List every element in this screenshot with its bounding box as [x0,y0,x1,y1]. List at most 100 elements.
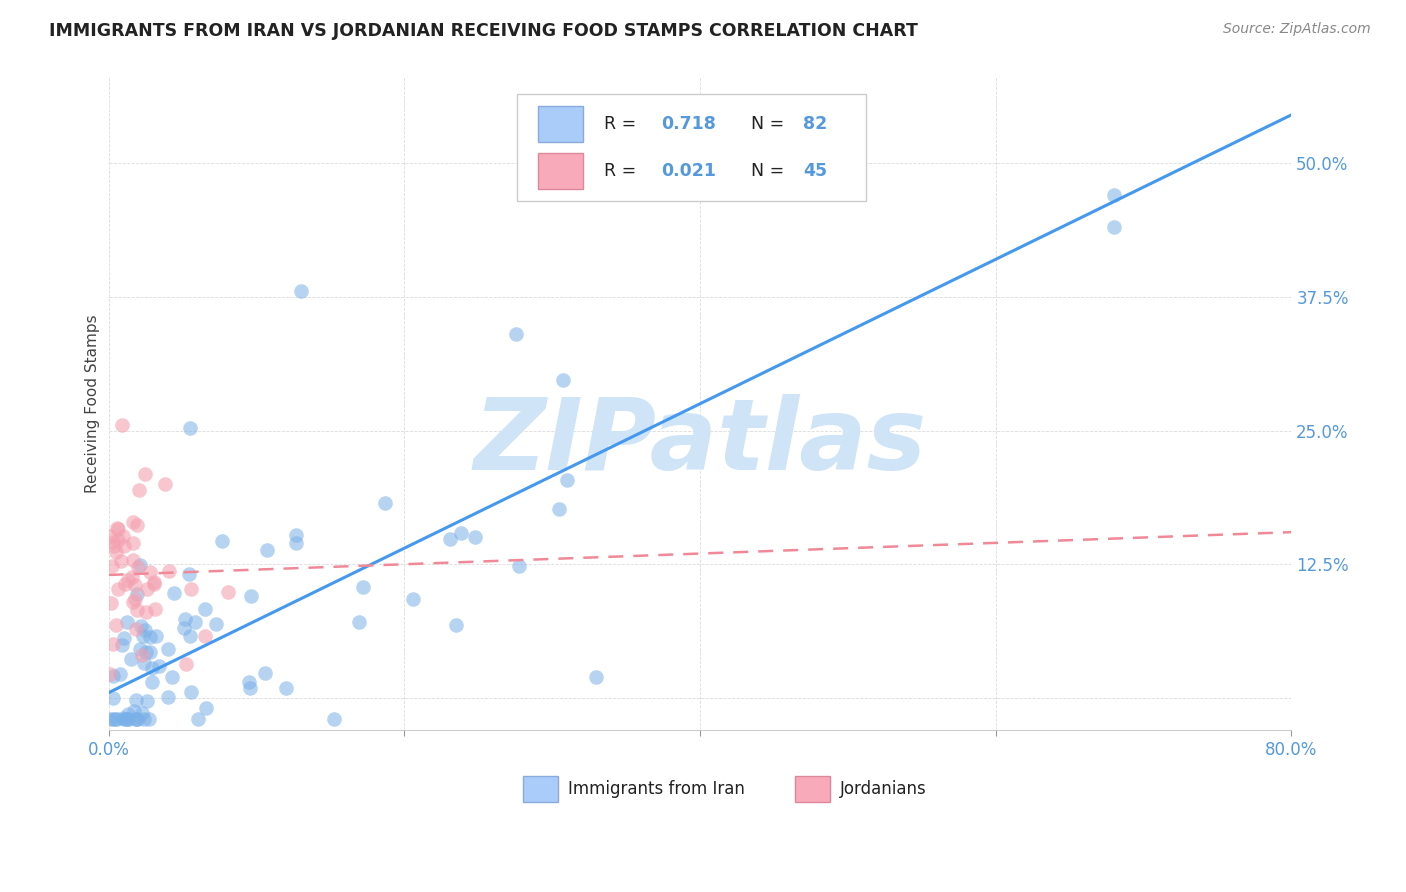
Point [128,483,150,497]
Point [98,712,121,726]
Point [125,692,148,706]
Point [160,670,183,684]
Point [450,525,472,540]
Point [112,539,135,553]
Point [131,648,153,662]
Point [105,617,128,632]
Point [112,632,135,646]
Point [254,665,277,680]
Point [132,629,155,643]
Point [194,700,217,714]
Text: ZIPatlas: ZIPatlas [474,394,927,491]
Text: N =: N = [740,115,790,133]
Point [239,681,262,696]
Point [127,712,149,726]
Point [508,558,530,573]
Point [349,615,371,629]
Point [115,615,138,630]
Point [256,542,278,557]
Point [100,596,122,610]
Point [555,473,578,487]
Point [134,624,156,638]
Point [444,617,467,632]
Point [148,659,170,673]
Point [194,629,217,643]
Point [103,712,125,726]
Point [153,477,176,491]
Point [105,545,128,559]
Point [98,666,121,681]
Point [163,586,186,600]
Point [129,641,152,656]
Point [105,712,128,726]
Point [117,706,139,721]
Point [134,657,156,671]
Point [180,685,202,699]
Point [110,554,132,568]
Text: 0.718: 0.718 [661,115,716,133]
Point [124,578,146,592]
Point [184,615,207,629]
Point [129,619,152,633]
Point [157,642,180,657]
Point [142,577,165,591]
Text: 0.021: 0.021 [661,162,716,180]
Point [121,515,143,529]
FancyBboxPatch shape [794,776,830,802]
Point [124,592,146,607]
Point [101,637,124,651]
Point [173,621,195,635]
Point [553,374,575,388]
Point [104,712,127,726]
Point [211,534,233,549]
Point [121,569,143,583]
Point [157,690,180,704]
Text: N =: N = [740,162,790,180]
Point [402,592,425,607]
Point [217,585,239,599]
Point [439,533,461,547]
Point [107,533,129,547]
Point [548,501,571,516]
Point [138,630,160,644]
Point [111,711,134,725]
Point [115,712,138,726]
Point [114,712,136,726]
Point [118,712,141,726]
Point [134,467,156,482]
Point [138,566,160,580]
Point [129,558,152,572]
Point [134,712,156,726]
Point [173,612,195,626]
Point [135,606,157,620]
Point [101,535,124,549]
Point [125,518,148,533]
Point [121,552,143,566]
Point [1102,188,1125,202]
Point [135,582,157,596]
Point [101,690,124,705]
Y-axis label: Receiving Food Stamps: Receiving Food Stamps [86,315,100,493]
Point [143,574,166,589]
Point [177,566,200,581]
Point [179,421,201,435]
Point [112,529,135,543]
Point [464,530,486,544]
Point [187,712,209,726]
Point [124,712,146,726]
Text: 45: 45 [803,162,827,180]
Text: Immigrants from Iran: Immigrants from Iran [568,780,744,797]
Text: 82: 82 [803,115,827,133]
Point [323,712,346,726]
FancyBboxPatch shape [523,776,558,802]
Point [107,523,129,537]
Point [110,667,132,681]
Point [374,496,396,510]
FancyBboxPatch shape [516,94,866,202]
Point [124,704,146,718]
Point [141,660,163,674]
Point [135,645,157,659]
Point [179,628,201,642]
Point [127,559,149,574]
Point [176,657,198,672]
